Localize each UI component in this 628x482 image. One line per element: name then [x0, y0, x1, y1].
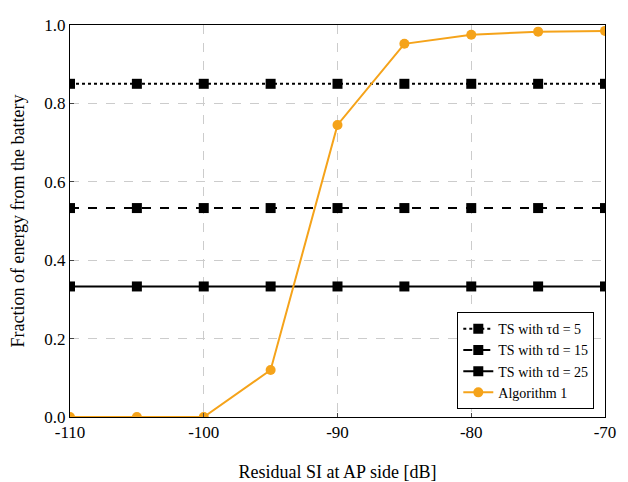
svg-text:Residual SI at AP side [dB]: Residual SI at AP side [dB]	[239, 462, 437, 482]
svg-text:TS with τd = 25: TS with τd = 25	[498, 365, 588, 380]
svg-text:Algorithm 1: Algorithm 1	[498, 386, 567, 401]
svg-text:-90: -90	[326, 423, 349, 442]
svg-text:0.6: 0.6	[44, 173, 65, 192]
svg-text:0.0: 0.0	[44, 408, 65, 427]
svg-text:-70: -70	[594, 423, 617, 442]
svg-text:0.2: 0.2	[44, 330, 65, 349]
svg-text:Fraction of energy from the ba: Fraction of energy from the battery	[8, 94, 28, 347]
svg-text:-80: -80	[460, 423, 483, 442]
svg-text:TS with τd = 15: TS with τd = 15	[498, 343, 588, 358]
svg-text:-100: -100	[188, 423, 219, 442]
svg-text:0.4: 0.4	[44, 251, 66, 270]
svg-text:TS with τd = 5: TS with τd = 5	[498, 322, 581, 337]
svg-text:1.0: 1.0	[44, 16, 65, 35]
svg-text:-110: -110	[55, 423, 86, 442]
svg-text:0.8: 0.8	[44, 94, 65, 113]
